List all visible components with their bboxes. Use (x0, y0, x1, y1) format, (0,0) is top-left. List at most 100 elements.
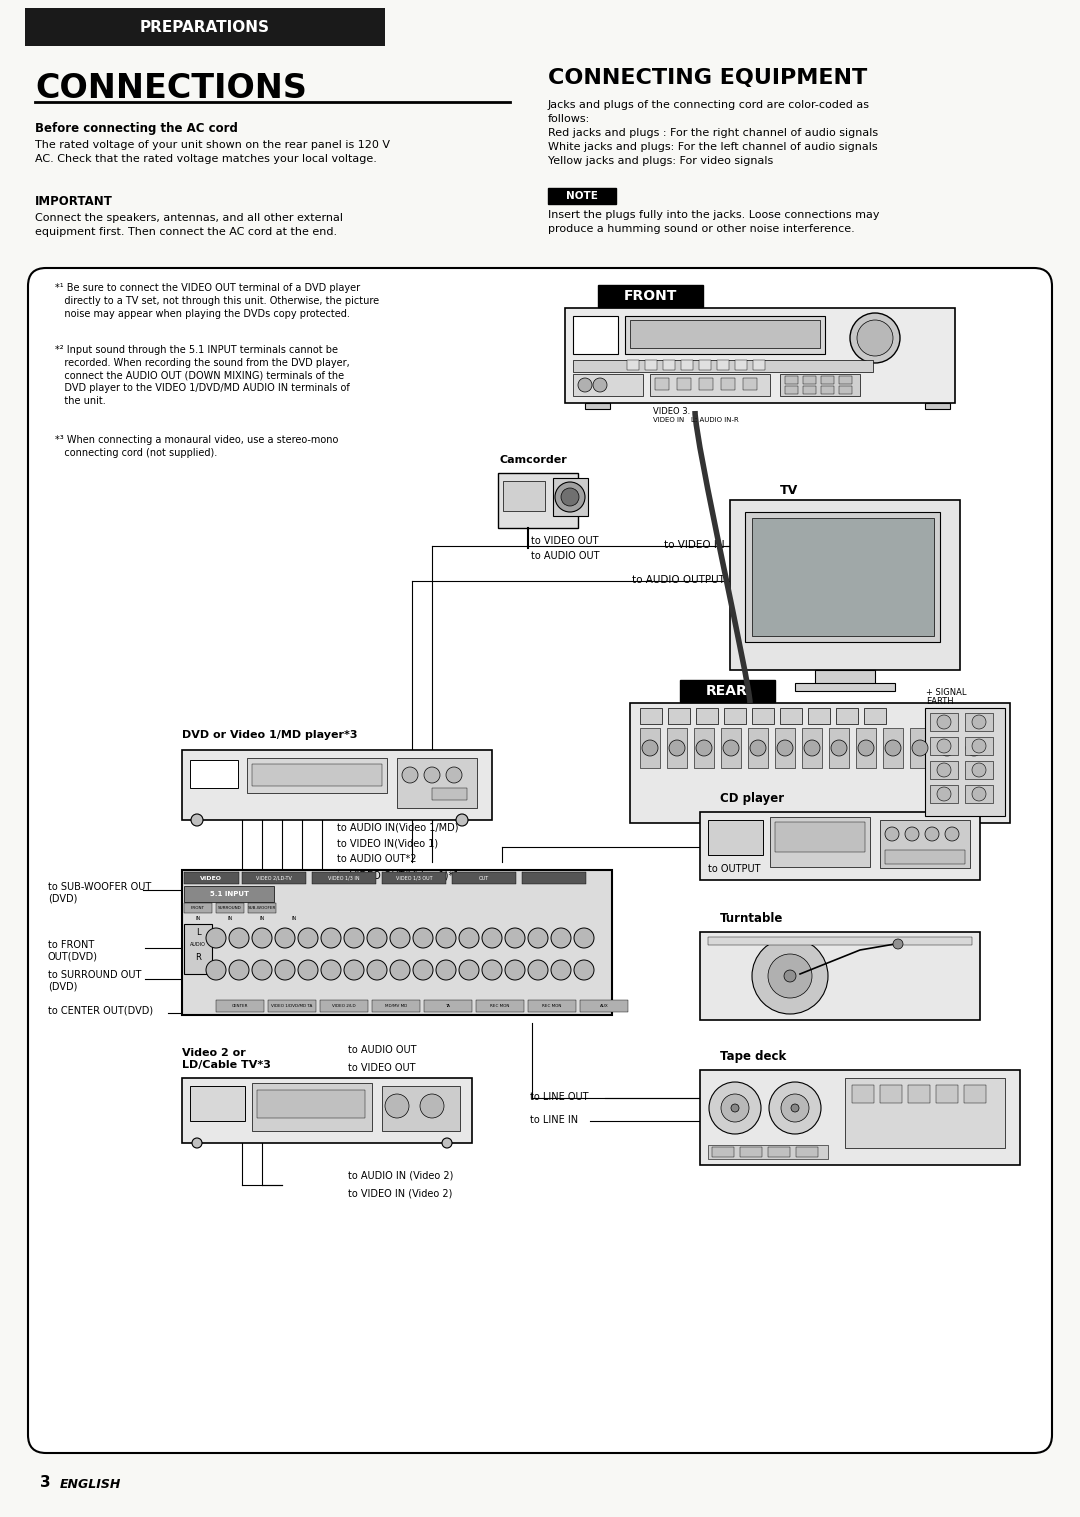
Bar (498, 473, 578, 528)
Bar (856, 728, 876, 768)
Circle shape (723, 740, 739, 755)
Circle shape (769, 1082, 821, 1135)
Text: SURROUND: SURROUND (218, 906, 242, 910)
Bar (839, 385, 852, 394)
Bar (821, 385, 834, 394)
Bar (802, 728, 822, 768)
Text: R: R (195, 953, 201, 962)
Bar (696, 708, 718, 724)
Text: to AUDIO IN (Video 2): to AUDIO IN (Video 2) (348, 1170, 454, 1180)
Bar (242, 872, 306, 884)
Bar (372, 1000, 420, 1012)
Circle shape (551, 928, 571, 948)
Bar (964, 728, 984, 768)
Text: CONNECTING EQUIPMENT: CONNECTING EQUIPMENT (548, 68, 867, 88)
Bar (780, 375, 860, 396)
Circle shape (966, 740, 982, 755)
Text: *² Input sound through the 5.1 INPUT terminals cannot be
   recorded. When recor: *² Input sound through the 5.1 INPUT ter… (55, 344, 350, 407)
Bar (964, 1085, 986, 1103)
Circle shape (456, 815, 468, 825)
Circle shape (367, 928, 387, 948)
Bar (936, 1085, 958, 1103)
Bar (216, 1000, 264, 1012)
Text: Connect the speakers, antennas, and all other external
equipment first. Then con: Connect the speakers, antennas, and all … (35, 212, 343, 237)
Bar (752, 708, 774, 724)
Bar (700, 812, 980, 880)
Circle shape (555, 482, 585, 513)
Text: REC MON: REC MON (490, 1004, 510, 1007)
Text: IN: IN (228, 916, 232, 921)
Circle shape (768, 954, 812, 998)
Circle shape (804, 740, 820, 755)
Circle shape (321, 928, 341, 948)
Text: NOTE: NOTE (566, 191, 598, 200)
Circle shape (696, 740, 712, 755)
Bar (880, 821, 970, 868)
Bar (748, 728, 768, 768)
Text: to LINE IN: to LINE IN (530, 1115, 578, 1126)
Text: FRONT: FRONT (191, 906, 205, 910)
Text: Video 2 or
LD/Cable TV*3: Video 2 or LD/Cable TV*3 (183, 1048, 271, 1071)
Text: OUT: OUT (478, 875, 489, 880)
Bar (880, 1085, 902, 1103)
Text: PREPARATIONS: PREPARATIONS (140, 20, 270, 35)
Circle shape (192, 1138, 202, 1148)
Circle shape (528, 928, 548, 948)
Circle shape (345, 960, 364, 980)
Bar (503, 481, 545, 511)
Bar (780, 708, 802, 724)
Circle shape (669, 740, 685, 755)
Bar (680, 680, 775, 702)
Text: VIDEO: VIDEO (200, 875, 222, 880)
Bar (753, 360, 765, 370)
Text: REC MON: REC MON (542, 1004, 562, 1007)
Bar (966, 784, 993, 802)
Text: Turntable: Turntable (720, 912, 783, 925)
Text: to VIDEO IN: to VIDEO IN (664, 540, 725, 551)
Text: L: L (195, 928, 200, 938)
Bar (640, 708, 662, 724)
Bar (424, 1000, 472, 1012)
Bar (397, 758, 477, 809)
Bar (190, 1086, 245, 1121)
Bar (845, 1079, 1005, 1148)
Circle shape (424, 768, 440, 783)
Bar (25, 8, 384, 46)
Text: *³ When connecting a monaural video, use a stereo-mono
   connecting cord (not s: *³ When connecting a monaural video, use… (55, 435, 338, 458)
Text: REAR: REAR (706, 684, 747, 698)
Bar (908, 1085, 930, 1103)
Bar (320, 1000, 368, 1012)
Circle shape (912, 740, 928, 755)
FancyBboxPatch shape (28, 269, 1052, 1453)
Circle shape (642, 740, 658, 755)
Text: 5.1 INPUT: 5.1 INPUT (210, 890, 248, 897)
Bar (712, 1147, 734, 1157)
Bar (382, 872, 446, 884)
Circle shape (905, 827, 919, 840)
Bar (630, 702, 1010, 824)
Circle shape (229, 960, 249, 980)
Bar (966, 737, 993, 755)
Circle shape (573, 960, 594, 980)
Bar (768, 1147, 789, 1157)
Bar (627, 360, 639, 370)
Text: Tape deck: Tape deck (720, 1050, 786, 1063)
Circle shape (573, 928, 594, 948)
Text: VIDEO IN   L: AUDIO IN-R: VIDEO IN L: AUDIO IN-R (653, 417, 739, 423)
Text: to FRONT
OUT(DVD): to FRONT OUT(DVD) (48, 941, 98, 962)
Bar (930, 762, 958, 780)
Circle shape (482, 960, 502, 980)
Circle shape (505, 928, 525, 948)
Circle shape (972, 739, 986, 752)
Bar (654, 378, 669, 390)
Bar (663, 360, 675, 370)
Bar (821, 376, 834, 384)
Text: to VIDEO OUT(Video 1)*1: to VIDEO OUT(Video 1)*1 (337, 871, 459, 880)
Bar (785, 376, 798, 384)
Text: IN: IN (259, 916, 265, 921)
Circle shape (578, 378, 592, 391)
Circle shape (442, 1138, 453, 1148)
Circle shape (831, 740, 847, 755)
Circle shape (972, 763, 986, 777)
Text: AUDIO: AUDIO (190, 942, 206, 947)
